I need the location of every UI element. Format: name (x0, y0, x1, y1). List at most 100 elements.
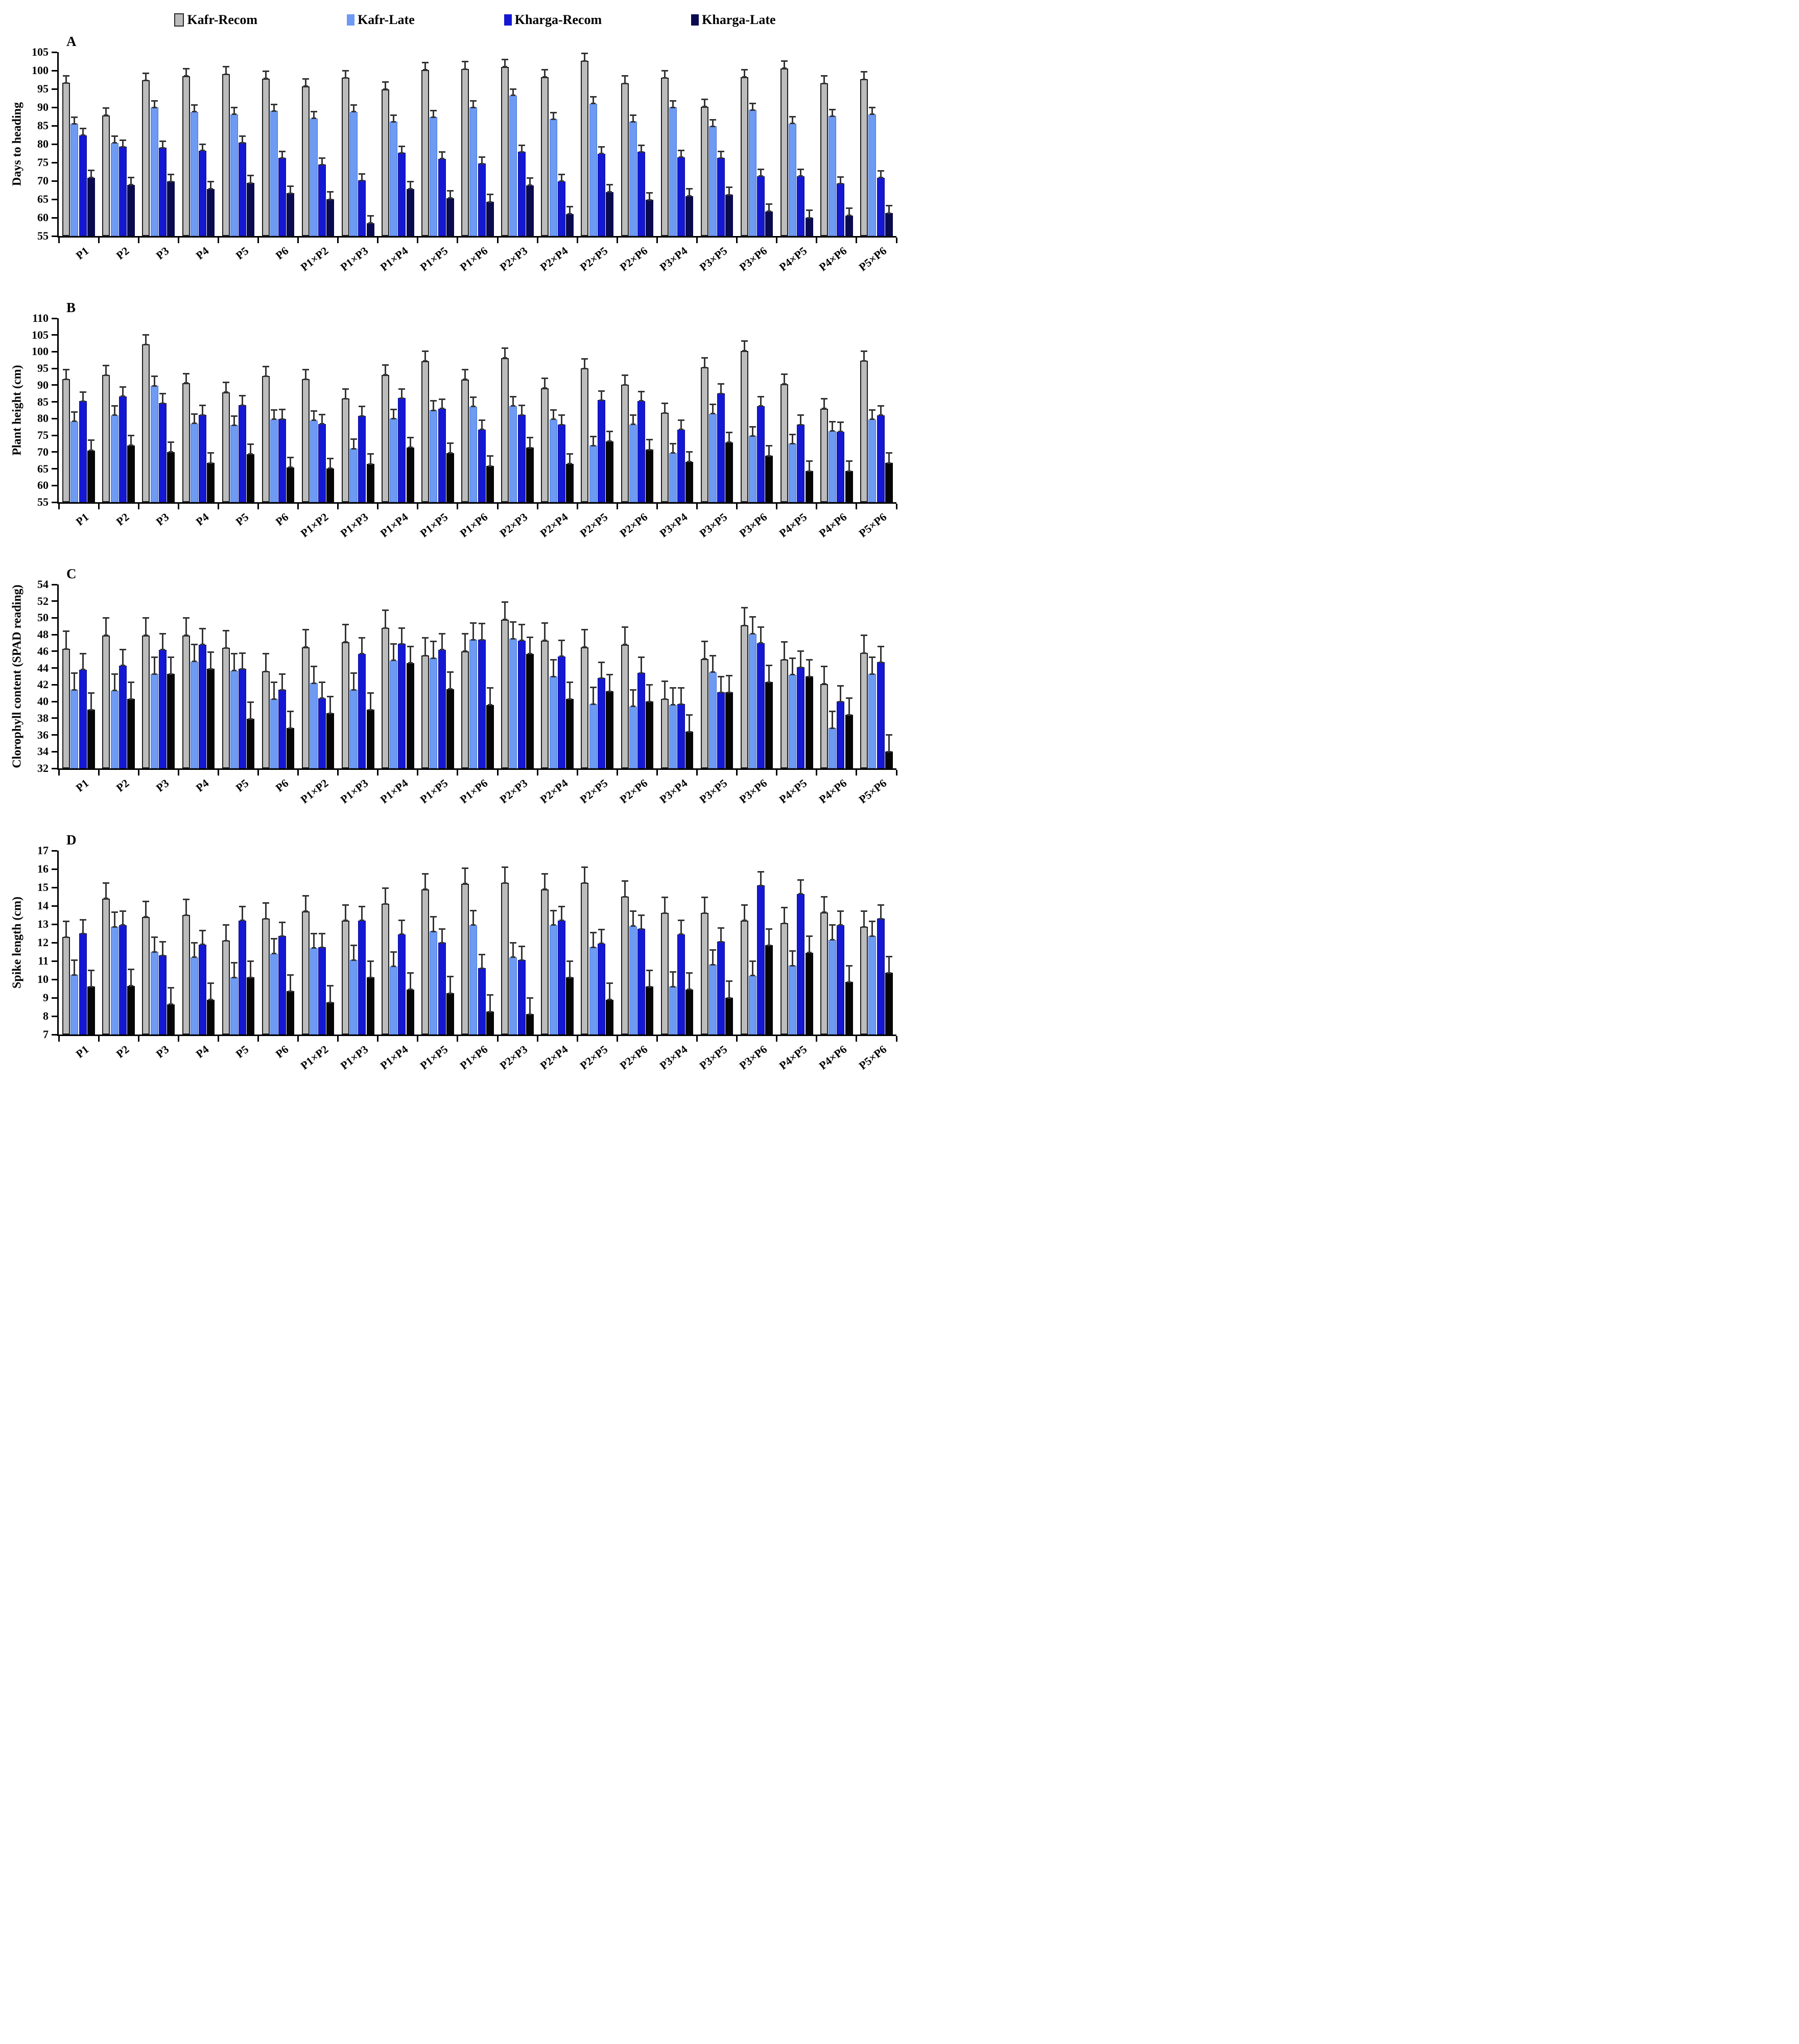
bar-kafr-recom (581, 61, 589, 236)
error-bar-cap (407, 180, 414, 182)
bar-kafr-recom (222, 941, 230, 1035)
y-tick (52, 942, 57, 944)
bar-kafr-recom (341, 398, 349, 502)
error-bar (783, 374, 785, 384)
error-bar-base-cap (630, 423, 635, 425)
error-bar-base-cap (487, 1011, 492, 1013)
error-bar-base-cap (169, 1003, 174, 1005)
y-tick-label: 70 (37, 445, 49, 458)
bar-kafr-recom (740, 350, 748, 502)
error-bar-cap (119, 139, 126, 141)
error-bar (680, 150, 682, 157)
y-tick (52, 235, 57, 237)
error-bar-base-cap (368, 709, 373, 711)
x-tick (736, 770, 738, 776)
error-bar-base-cap (408, 989, 413, 991)
error-bar (233, 107, 235, 114)
error-bar-cap (701, 897, 708, 899)
error-bar-base-cap (567, 976, 572, 978)
error-bar-base-cap (807, 675, 812, 677)
error-bar-base-cap (679, 156, 684, 158)
error-bar-cap (701, 98, 708, 100)
bar-kharga-recom (358, 653, 366, 768)
error-bar-base-cap (271, 698, 276, 700)
error-bar-cap (541, 622, 549, 624)
bar-kharga-late (725, 195, 733, 236)
error-bar (130, 969, 132, 986)
error-bar (153, 657, 155, 674)
error-bar-base-cap (312, 947, 317, 949)
error-bar (361, 174, 363, 181)
panel-letter: C (66, 566, 77, 581)
error-bar-cap (821, 896, 828, 898)
error-bar (703, 897, 705, 913)
bar-kafr-recom (581, 883, 589, 1035)
error-bar-cap (407, 972, 414, 974)
error-bar-cap (837, 176, 844, 178)
error-bar (281, 674, 283, 690)
error-bar-cap (518, 945, 525, 947)
x-tick (656, 1036, 658, 1042)
error-bar-base-cap (152, 385, 157, 387)
error-bar-base-cap (638, 151, 644, 153)
bar-kafr-late (829, 116, 837, 236)
error-bar (584, 867, 586, 883)
error-bar (74, 412, 76, 421)
error-bar-cap (502, 58, 509, 60)
error-bar (433, 401, 435, 410)
panel-letter: B (66, 300, 76, 315)
bar-kharga-recom (597, 153, 605, 236)
y-tick (52, 583, 57, 585)
error-bar (250, 444, 252, 454)
error-bar-base-cap (328, 712, 333, 714)
bar-kharga-late (526, 185, 534, 236)
error-bar (313, 666, 315, 684)
error-bar-cap (159, 140, 166, 142)
error-bar-cap (270, 681, 277, 683)
error-bar (808, 210, 810, 218)
error-bar-cap (127, 434, 134, 436)
error-bar (65, 921, 67, 937)
y-tick (52, 923, 57, 925)
error-bar-cap (478, 623, 485, 625)
error-bar (472, 397, 475, 407)
error-bar (290, 975, 292, 992)
bar-kafr-late (350, 449, 358, 502)
error-bar-cap (159, 393, 166, 395)
error-bar-cap (661, 680, 668, 683)
error-bar (752, 103, 754, 110)
error-bar-base-cap (183, 635, 188, 637)
error-bar (65, 369, 67, 380)
error-bar-cap (311, 932, 318, 934)
bar-kharga-recom (119, 925, 127, 1035)
error-bar-base-cap (662, 412, 667, 414)
error-bar-cap (87, 969, 94, 971)
bar-kharga-late (565, 463, 574, 502)
x-tick (496, 238, 499, 243)
bar-kharga-late (845, 471, 853, 502)
error-bar-base-cap (423, 654, 428, 656)
error-bar-base-cap (120, 924, 125, 926)
error-bar-base-cap (830, 115, 835, 117)
error-bar-base-cap (360, 653, 365, 655)
error-bar-cap (422, 350, 429, 353)
error-bar-cap (311, 665, 318, 667)
error-bar (353, 439, 355, 449)
error-bar (145, 618, 147, 636)
error-bar (792, 658, 794, 675)
y-tick-label: 50 (37, 611, 49, 624)
error-bar-cap (430, 640, 437, 642)
error-bar-cap (230, 653, 238, 655)
bar-kafr-late (390, 660, 398, 768)
error-bar (233, 416, 235, 426)
error-bar (720, 384, 722, 394)
error-bar-cap (350, 438, 358, 440)
error-bar-cap (502, 601, 509, 603)
error-bar-base-cap (320, 163, 325, 166)
error-bar (449, 443, 451, 453)
x-tick (98, 770, 100, 776)
error-bar-base-cap (104, 898, 109, 900)
bar-kharga-late (685, 989, 694, 1035)
error-bar-cap (606, 430, 613, 432)
error-bar-base-cap (240, 920, 245, 922)
